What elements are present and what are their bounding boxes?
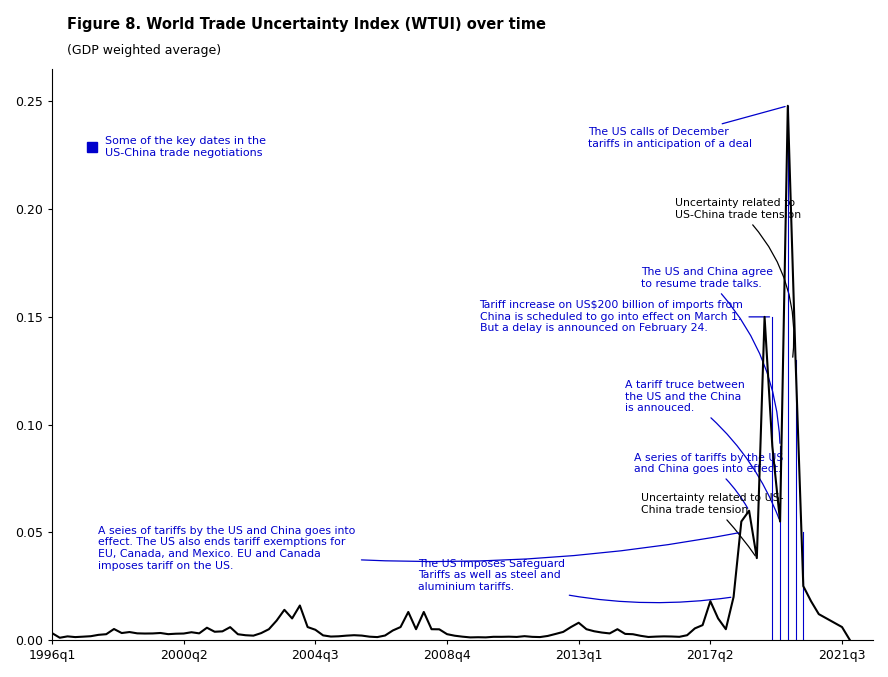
Text: The US and China agree
to resume trade talks.: The US and China agree to resume trade t…	[640, 267, 780, 443]
Text: Uncertainty related to
US-China trade tension: Uncertainty related to US-China trade te…	[675, 198, 801, 357]
Text: Some of the key dates in the
US-China trade negotiations: Some of the key dates in the US-China tr…	[105, 136, 266, 158]
Text: Tariff increase on US$200 billion of imports from
China is scheduled to go into : Tariff increase on US$200 billion of imp…	[480, 301, 770, 334]
Text: (GDP weighted average): (GDP weighted average)	[67, 44, 221, 57]
Text: The US calls of December
tariffs in anticipation of a deal: The US calls of December tariffs in anti…	[588, 106, 785, 149]
Text: A series of tariffs by the US
and China goes into effect.: A series of tariffs by the US and China …	[634, 452, 784, 508]
Text: The US imposes Safeguard
Tariffs as well as steel and
aluminium tariffs.: The US imposes Safeguard Tariffs as well…	[417, 559, 731, 603]
Text: Uncertainty related to US-
China trade tension: Uncertainty related to US- China trade t…	[640, 494, 783, 556]
Text: A seies of tariffs by the US and China goes into
effect. The US also ends tariff: A seies of tariffs by the US and China g…	[99, 526, 739, 571]
Text: Figure 8. World Trade Uncertainty Index (WTUI) over time: Figure 8. World Trade Uncertainty Index …	[67, 17, 545, 32]
Text: A tariff truce between
the US and the China
is annouced.: A tariff truce between the US and the Ch…	[625, 380, 779, 519]
